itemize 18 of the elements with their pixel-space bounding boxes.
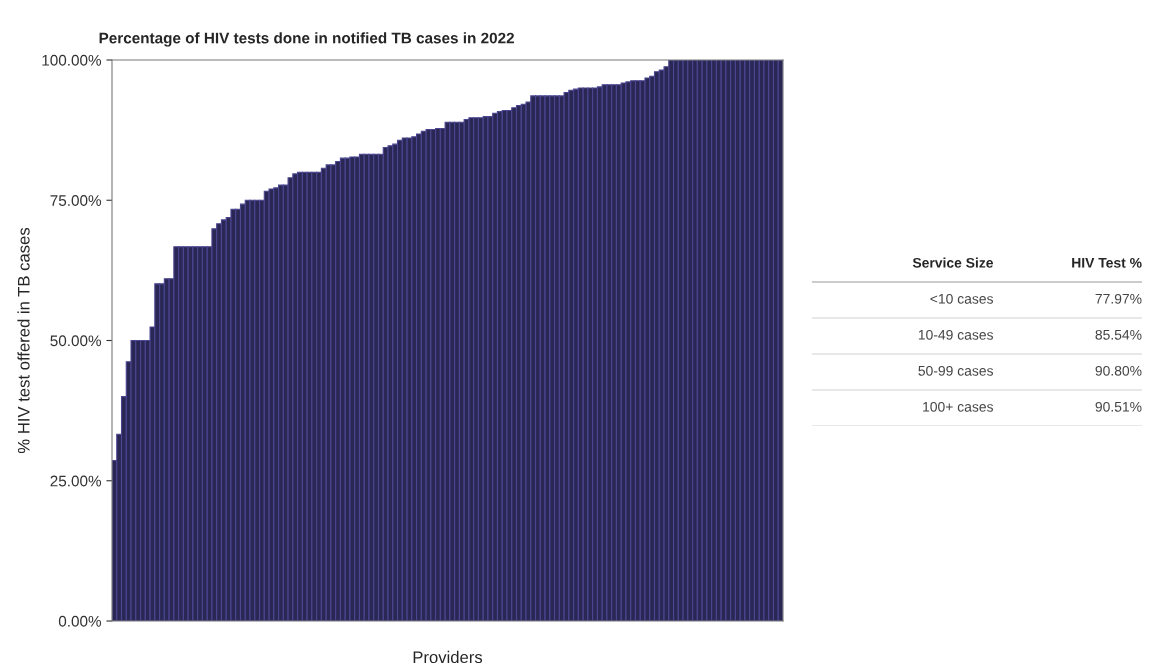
category-label: <10 cases — [930, 293, 993, 304]
y-tick-label: 100.00% — [42, 54, 102, 66]
text: 77.97% — [1095, 293, 1142, 304]
y-tick-label: 25.00% — [50, 475, 102, 487]
category-label: 100+ cases — [923, 401, 993, 412]
text: HIV Test % — [1072, 257, 1142, 268]
text: 85.54% — [1095, 329, 1142, 340]
text: Service Size — [912, 257, 994, 268]
category-label: 10-49 cases — [918, 329, 993, 340]
text: 90.80% — [1095, 365, 1142, 376]
chart-title: Percentage of HIV tests done in notified TB cases in 2022 — [99, 32, 514, 47]
category-label: 50-99 cases — [918, 365, 993, 376]
y-tick-label: 75.00% — [50, 195, 102, 206]
x-axis-title: Providers — [413, 650, 483, 664]
y-tick-label: 50.00% — [50, 335, 102, 347]
y-axis-title: % HIV test offered in TB cases — [17, 227, 30, 454]
text: 90.51% — [1095, 401, 1142, 412]
y-tick-label: 0.00% — [58, 615, 102, 627]
